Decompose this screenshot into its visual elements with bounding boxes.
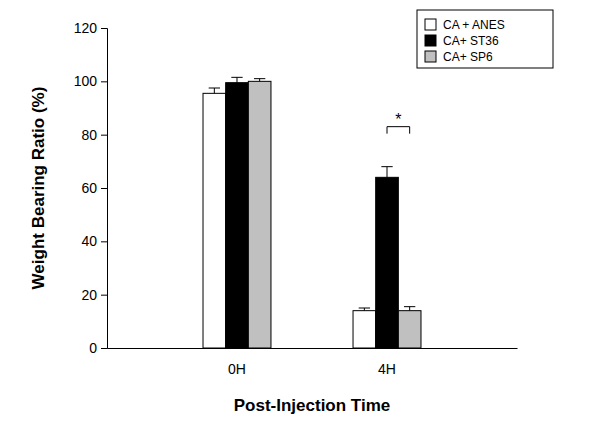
error-bar-cap [209,88,220,89]
y-tick-mark [101,241,107,242]
error-bar-stem [214,88,215,93]
y-tick-label: 40 [81,233,97,249]
y-tick: 80 [81,127,107,143]
legend-label: CA + ANES [443,18,505,32]
legend-swatch [425,35,436,46]
series [226,77,399,348]
y-axis-title: Weight Bearing Ratio (%) [29,87,48,290]
y-tick: 60 [81,180,107,196]
y-axis-line [101,29,108,349]
y-tick-mark [101,188,107,189]
legend: CA + ANES CA+ ST36 CA+ SP6 [417,10,553,68]
series [248,79,421,348]
y-tick-mark [101,28,107,29]
y-tick-mark [101,135,107,136]
plot-area: 0 20 40 60 80 100 120 0H 4H * [74,20,518,377]
error-bar [254,79,265,82]
y-tick: 20 [81,287,107,303]
error-bar-cap [404,306,415,307]
marks [203,77,421,348]
error-bar [359,308,370,311]
y-tick: 120 [74,20,107,36]
error-bar-stem [236,77,237,82]
error-bar [404,307,415,311]
error-bar [231,77,242,82]
significance-bracket [387,127,410,134]
error-bar [381,167,392,178]
legend-swatch [425,19,436,30]
error-bar-stem [409,307,410,311]
error-bar-cap [231,77,242,78]
bar [226,83,249,348]
legend-frame [417,10,553,68]
y-axis: 0 20 40 60 80 100 120 [74,20,108,356]
y-tick-label: 120 [74,20,98,36]
y-tick-mark [101,295,107,296]
chart: 0 20 40 60 80 100 120 0H 4H * Post-Injection Time W… [0,0,590,429]
y-tick-mark [101,81,107,82]
annotation: * [395,111,401,128]
error-bar-stem [387,167,388,178]
error-bar-cap [359,308,370,309]
y-tick-label: 60 [81,180,97,196]
bar [248,81,271,348]
y-tick: 0 [89,340,107,356]
y-tick: 100 [74,73,107,89]
legend-swatch [425,51,436,62]
x-tick: 4H [378,348,396,377]
error-bar [209,88,220,93]
x-tick-label: 4H [378,361,396,377]
error-bar-cap [381,166,392,167]
x-tick-label: 0H [228,361,246,377]
x-axis: 0H 4H [108,348,518,377]
x-axis-line [108,348,518,349]
y-tick-mark [101,348,107,349]
bar [398,311,421,348]
y-tick-label: 80 [81,127,97,143]
x-tick: 0H [228,348,246,377]
x-axis-title: Post-Injection Time [234,396,391,415]
bar [203,93,226,348]
y-tick-label: 0 [89,340,97,356]
legend-label: CA+ SP6 [443,50,493,64]
bar [376,177,399,348]
bar [353,311,376,348]
error-bar-cap [254,78,265,79]
y-tick-label: 20 [81,287,97,303]
y-tick-label: 100 [74,73,98,89]
legend-label: CA+ ST36 [443,34,499,48]
y-tick: 40 [81,233,107,249]
